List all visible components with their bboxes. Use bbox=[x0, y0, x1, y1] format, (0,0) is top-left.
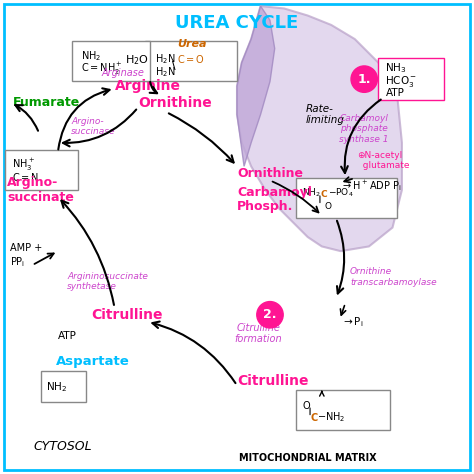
Text: Carbamoyl
phosphate
synthase 1: Carbamoyl phosphate synthase 1 bbox=[339, 114, 389, 144]
Text: $\mathrm{H_2N}$: $\mathrm{H_2N}$ bbox=[155, 52, 175, 66]
Text: Carbamoyl: Carbamoyl bbox=[237, 186, 312, 199]
FancyBboxPatch shape bbox=[378, 58, 444, 100]
Text: Fumarate: Fumarate bbox=[13, 96, 81, 109]
Text: ATP: ATP bbox=[385, 88, 404, 98]
Text: Ornithine: Ornithine bbox=[138, 96, 212, 109]
Text: Arginine: Arginine bbox=[115, 79, 181, 93]
Text: $\mathrm{C=N}$: $\mathrm{C=N}$ bbox=[12, 171, 39, 183]
Text: $\mathrm{NH_3^+}$: $\mathrm{NH_3^+}$ bbox=[12, 157, 35, 173]
Text: $\mathrm{HCO_3^-}$: $\mathrm{HCO_3^-}$ bbox=[385, 74, 418, 89]
Text: $\mathbf{\backslash}$: $\mathbf{\backslash}$ bbox=[171, 59, 176, 72]
Text: $\mathrm{O}$: $\mathrm{O}$ bbox=[324, 200, 333, 211]
Circle shape bbox=[351, 66, 377, 92]
Text: ⊕N-acetyl
  glutamate: ⊕N-acetyl glutamate bbox=[357, 151, 410, 170]
Text: $\mathrm{-NH_2}$: $\mathrm{-NH_2}$ bbox=[317, 410, 346, 424]
Circle shape bbox=[257, 301, 283, 328]
Text: $\mathrm{NH_2}$: $\mathrm{NH_2}$ bbox=[82, 50, 102, 64]
Text: Phosph.: Phosph. bbox=[237, 200, 293, 213]
Text: 2.: 2. bbox=[263, 308, 277, 321]
FancyBboxPatch shape bbox=[145, 41, 237, 82]
Text: $\mathbf{C}$: $\mathbf{C}$ bbox=[320, 188, 328, 199]
Text: $\mathrm{O}$: $\mathrm{O}$ bbox=[302, 399, 311, 411]
Text: Argino-
succinase: Argino- succinase bbox=[71, 117, 116, 136]
Text: $\mathrm{NH_2}$: $\mathrm{NH_2}$ bbox=[302, 187, 321, 200]
FancyBboxPatch shape bbox=[41, 371, 86, 402]
Text: $\mathrm{H_2N}$: $\mathrm{H_2N}$ bbox=[155, 65, 175, 79]
Text: Citrulline: Citrulline bbox=[91, 308, 163, 322]
FancyBboxPatch shape bbox=[296, 390, 390, 430]
Text: 1.: 1. bbox=[357, 73, 371, 86]
PathPatch shape bbox=[237, 6, 402, 251]
Text: Argino-
succinate: Argino- succinate bbox=[7, 176, 74, 204]
Text: $\mathrm{NH_2}$: $\mathrm{NH_2}$ bbox=[46, 380, 68, 394]
Text: ATP: ATP bbox=[58, 331, 77, 341]
Text: Citrulline: Citrulline bbox=[237, 374, 309, 388]
Text: $\mathrm{\rightarrow H^+ADP\ P_i}$: $\mathrm{\rightarrow H^+ADP\ P_i}$ bbox=[341, 178, 401, 192]
FancyBboxPatch shape bbox=[72, 41, 150, 82]
FancyBboxPatch shape bbox=[4, 4, 470, 470]
Text: $\mathrm{-PO_4}$: $\mathrm{-PO_4}$ bbox=[328, 187, 354, 200]
Text: UREA CYCLE: UREA CYCLE bbox=[175, 14, 299, 32]
PathPatch shape bbox=[237, 6, 275, 166]
Text: Citrulline
formation: Citrulline formation bbox=[234, 323, 282, 345]
Text: Rate-
limiting: Rate- limiting bbox=[305, 104, 344, 125]
Text: Urea: Urea bbox=[177, 39, 207, 49]
FancyBboxPatch shape bbox=[5, 150, 78, 190]
Text: Ornithine: Ornithine bbox=[237, 167, 303, 180]
Text: Aspartate: Aspartate bbox=[55, 356, 129, 368]
Text: $\mathrm{H_2O}$: $\mathrm{H_2O}$ bbox=[125, 54, 149, 67]
Text: $\mathbf{C}$: $\mathbf{C}$ bbox=[310, 411, 319, 423]
Text: $\mathrm{C=NH_2^+}$: $\mathrm{C=NH_2^+}$ bbox=[82, 61, 123, 77]
Text: Arginase: Arginase bbox=[101, 68, 145, 78]
Text: CYTOSOL: CYTOSOL bbox=[33, 440, 92, 453]
Text: AMP +
$\mathrm{PP_i}$: AMP + $\mathrm{PP_i}$ bbox=[10, 243, 42, 269]
FancyBboxPatch shape bbox=[296, 178, 397, 218]
Text: Argininosuccinate
synthetase: Argininosuccinate synthetase bbox=[67, 272, 148, 292]
Text: $\mathrm{C=O}$: $\mathrm{C=O}$ bbox=[177, 53, 205, 65]
Text: $\mathrm{NH_3}$: $\mathrm{NH_3}$ bbox=[385, 62, 407, 75]
Text: $\rightarrow\mathrm{P_i}$: $\rightarrow\mathrm{P_i}$ bbox=[341, 315, 363, 329]
Text: Ornithine
transcarbamoylase: Ornithine transcarbamoylase bbox=[350, 267, 437, 287]
Text: MITOCHONDRIAL MATRIX: MITOCHONDRIAL MATRIX bbox=[239, 454, 376, 464]
